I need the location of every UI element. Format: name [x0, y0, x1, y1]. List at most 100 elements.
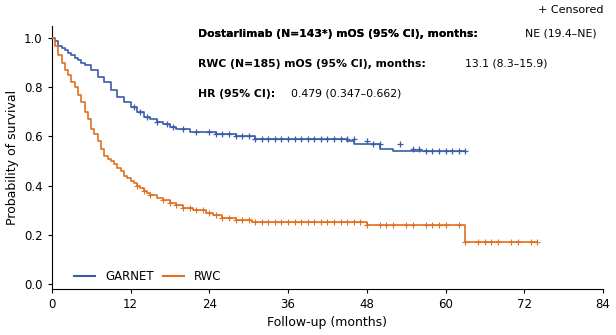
- Point: [237, 134, 247, 139]
- Point: [132, 183, 142, 188]
- Point: [211, 131, 221, 137]
- Point: [303, 136, 313, 142]
- Point: [408, 146, 418, 151]
- Legend: GARNET, RWC: GARNET, RWC: [74, 270, 221, 283]
- Text: RWC (N=185) mOS (95% CI), months:: RWC (N=185) mOS (95% CI), months:: [198, 59, 429, 69]
- Point: [428, 222, 437, 228]
- Point: [526, 240, 536, 245]
- Point: [244, 134, 254, 139]
- Point: [277, 220, 286, 225]
- Point: [211, 212, 221, 218]
- Point: [487, 240, 496, 245]
- Point: [440, 148, 450, 154]
- Point: [428, 148, 437, 154]
- Point: [217, 131, 227, 137]
- Point: [230, 134, 240, 139]
- Point: [336, 136, 346, 142]
- Point: [191, 207, 201, 213]
- Point: [473, 240, 483, 245]
- Point: [349, 220, 359, 225]
- Point: [136, 109, 145, 115]
- Point: [355, 220, 365, 225]
- Point: [296, 136, 306, 142]
- Point: [421, 148, 431, 154]
- Point: [264, 220, 274, 225]
- Point: [303, 220, 313, 225]
- Point: [142, 114, 152, 120]
- Point: [460, 240, 470, 245]
- Point: [532, 240, 542, 245]
- Point: [205, 129, 214, 134]
- Point: [349, 136, 359, 142]
- Point: [447, 148, 457, 154]
- Text: Dostarlimab (N=143*) mOS (95% CI), months: NE (19.4–NE): Dostarlimab (N=143*) mOS (95% CI), month…: [198, 28, 526, 39]
- Point: [316, 136, 326, 142]
- Point: [421, 222, 431, 228]
- Point: [388, 222, 398, 228]
- Point: [224, 215, 234, 220]
- Point: [434, 148, 444, 154]
- Point: [217, 215, 227, 220]
- Point: [290, 136, 299, 142]
- Point: [277, 136, 286, 142]
- Point: [250, 136, 260, 142]
- Point: [283, 136, 293, 142]
- Text: + Censored: + Censored: [538, 5, 603, 15]
- Point: [381, 222, 391, 228]
- Point: [322, 136, 332, 142]
- Point: [342, 136, 352, 142]
- Point: [257, 136, 267, 142]
- Text: 0.479 (0.347–0.662): 0.479 (0.347–0.662): [291, 89, 402, 99]
- Point: [329, 220, 339, 225]
- Point: [230, 217, 240, 223]
- Point: [454, 222, 464, 228]
- Point: [198, 207, 208, 213]
- Point: [270, 136, 280, 142]
- Point: [336, 220, 346, 225]
- Point: [309, 136, 319, 142]
- Text: NE (19.4–NE): NE (19.4–NE): [525, 28, 597, 39]
- Point: [264, 136, 274, 142]
- Point: [161, 122, 171, 127]
- Point: [309, 220, 319, 225]
- Point: [342, 220, 352, 225]
- Point: [129, 104, 139, 110]
- Point: [283, 220, 293, 225]
- X-axis label: Follow-up (months): Follow-up (months): [267, 317, 387, 329]
- Point: [362, 139, 371, 144]
- Point: [460, 148, 470, 154]
- Point: [168, 124, 178, 129]
- Point: [480, 240, 490, 245]
- Point: [375, 141, 385, 146]
- Point: [368, 141, 378, 146]
- Point: [185, 205, 195, 210]
- Point: [139, 188, 148, 193]
- Point: [408, 222, 418, 228]
- Point: [191, 129, 201, 134]
- Point: [205, 210, 214, 215]
- Point: [178, 205, 188, 210]
- Point: [493, 240, 503, 245]
- Point: [171, 203, 181, 208]
- Text: 13.1 (8.3–15.9): 13.1 (8.3–15.9): [465, 59, 548, 69]
- Point: [434, 222, 444, 228]
- Point: [244, 217, 254, 223]
- Point: [401, 222, 411, 228]
- Point: [250, 220, 260, 225]
- Point: [257, 220, 267, 225]
- Text: HR (95% CI):: HR (95% CI):: [198, 89, 279, 99]
- Point: [290, 220, 299, 225]
- Point: [237, 217, 247, 223]
- Text: Dostarlimab (N=143*) mOS (95% CI), months:: Dostarlimab (N=143*) mOS (95% CI), month…: [198, 28, 482, 39]
- Point: [513, 240, 522, 245]
- Point: [145, 193, 155, 198]
- Point: [440, 222, 450, 228]
- Point: [395, 141, 405, 146]
- Point: [375, 222, 385, 228]
- Point: [158, 198, 168, 203]
- Point: [506, 240, 516, 245]
- Point: [178, 126, 188, 132]
- Point: [329, 136, 339, 142]
- Point: [454, 148, 464, 154]
- Point: [224, 131, 234, 137]
